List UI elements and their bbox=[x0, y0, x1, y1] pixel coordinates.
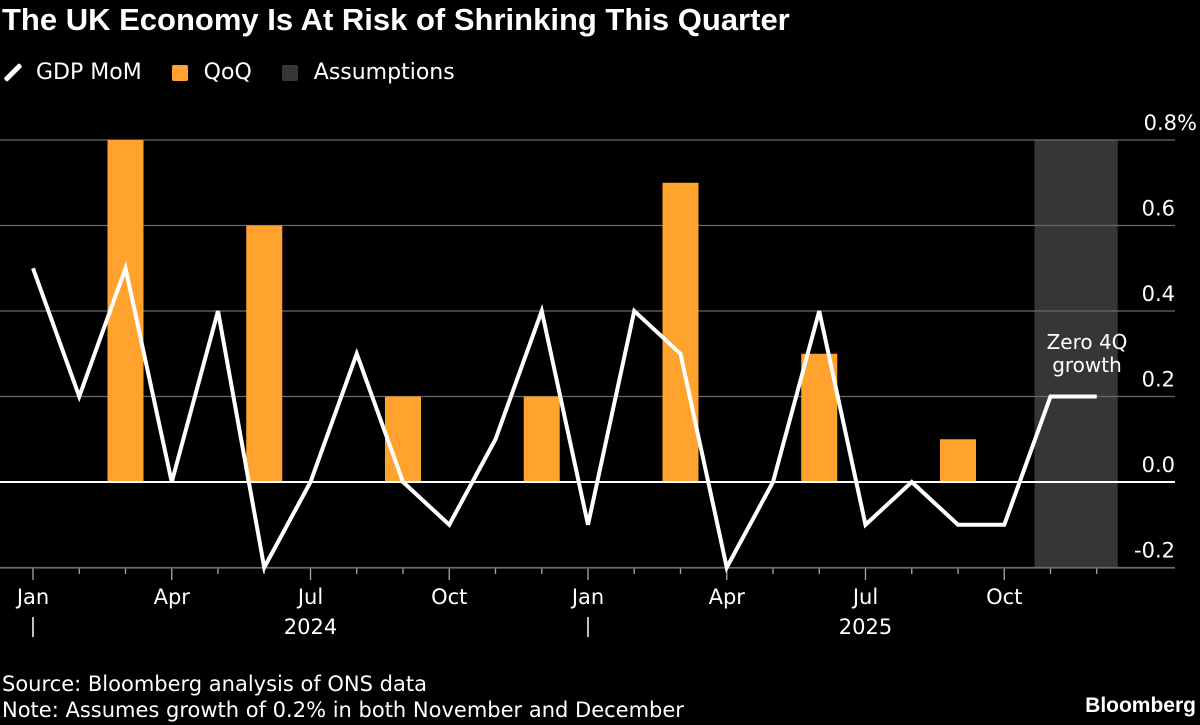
qoq-bar bbox=[246, 225, 283, 482]
x-tick-label: Jul bbox=[296, 585, 323, 609]
legend-label: GDP MoM bbox=[36, 60, 142, 85]
legend-item-qoq: QoQ bbox=[171, 60, 252, 85]
legend-label: Assumptions bbox=[313, 60, 455, 85]
bloomberg-logo: Bloomberg bbox=[1085, 694, 1196, 717]
annotation-text: Zero 4Q bbox=[1047, 330, 1128, 354]
x-tick-label: Jan bbox=[15, 585, 49, 609]
x-tick-label: Jul bbox=[851, 585, 878, 609]
annotation-text: growth bbox=[1052, 353, 1122, 377]
x-tick-label: Jan bbox=[570, 585, 604, 609]
source-note: Source: Bloomberg analysis of ONS data bbox=[2, 672, 427, 696]
y-tick-label: 0.6 bbox=[1142, 197, 1175, 221]
qoq-bar bbox=[385, 396, 421, 482]
chart-title: The UK Economy Is At Risk of Shrinking T… bbox=[2, 2, 790, 37]
qoq-bar bbox=[523, 396, 560, 482]
shade-swatch-icon bbox=[281, 64, 298, 81]
legend-label: QoQ bbox=[203, 60, 252, 85]
qoq-bar bbox=[107, 140, 144, 482]
legend-item-assumptions: Assumptions bbox=[281, 60, 455, 85]
y-tick-label: 0.2 bbox=[1142, 368, 1175, 392]
x-tick-label: Oct bbox=[986, 585, 1022, 609]
qoq-bar bbox=[662, 182, 699, 482]
y-tick-label: 0.0 bbox=[1142, 453, 1175, 477]
qoq-bar bbox=[940, 439, 976, 482]
x-year-label: 2025 bbox=[839, 615, 892, 639]
y-tick-label: -0.2 bbox=[1134, 539, 1175, 563]
y-tick-label: 0.4 bbox=[1142, 282, 1175, 306]
x-year-label: 2024 bbox=[284, 615, 337, 639]
gdp-mom-line bbox=[31, 261, 1097, 574]
x-tick-label: Apr bbox=[709, 585, 746, 609]
y-tick-label: 0.8% bbox=[1144, 111, 1197, 135]
assumptions-shade bbox=[1034, 140, 1118, 568]
chart-plot: 0.8% 0.6 0.4 0.2 0.0 -0.2 Jan Apr Jul Oct Jan Apr Ju… bbox=[0, 111, 1197, 639]
legend: GDP MoM QoQ Assumptions bbox=[2, 60, 485, 85]
bar-swatch-icon bbox=[171, 64, 188, 81]
legend-item-gdp-mom: GDP MoM bbox=[2, 60, 142, 85]
x-tick-label: Oct bbox=[431, 585, 467, 609]
footnote: Note: Assumes growth of 0.2% in both Nov… bbox=[2, 698, 684, 722]
x-tick-label: Apr bbox=[154, 585, 191, 609]
